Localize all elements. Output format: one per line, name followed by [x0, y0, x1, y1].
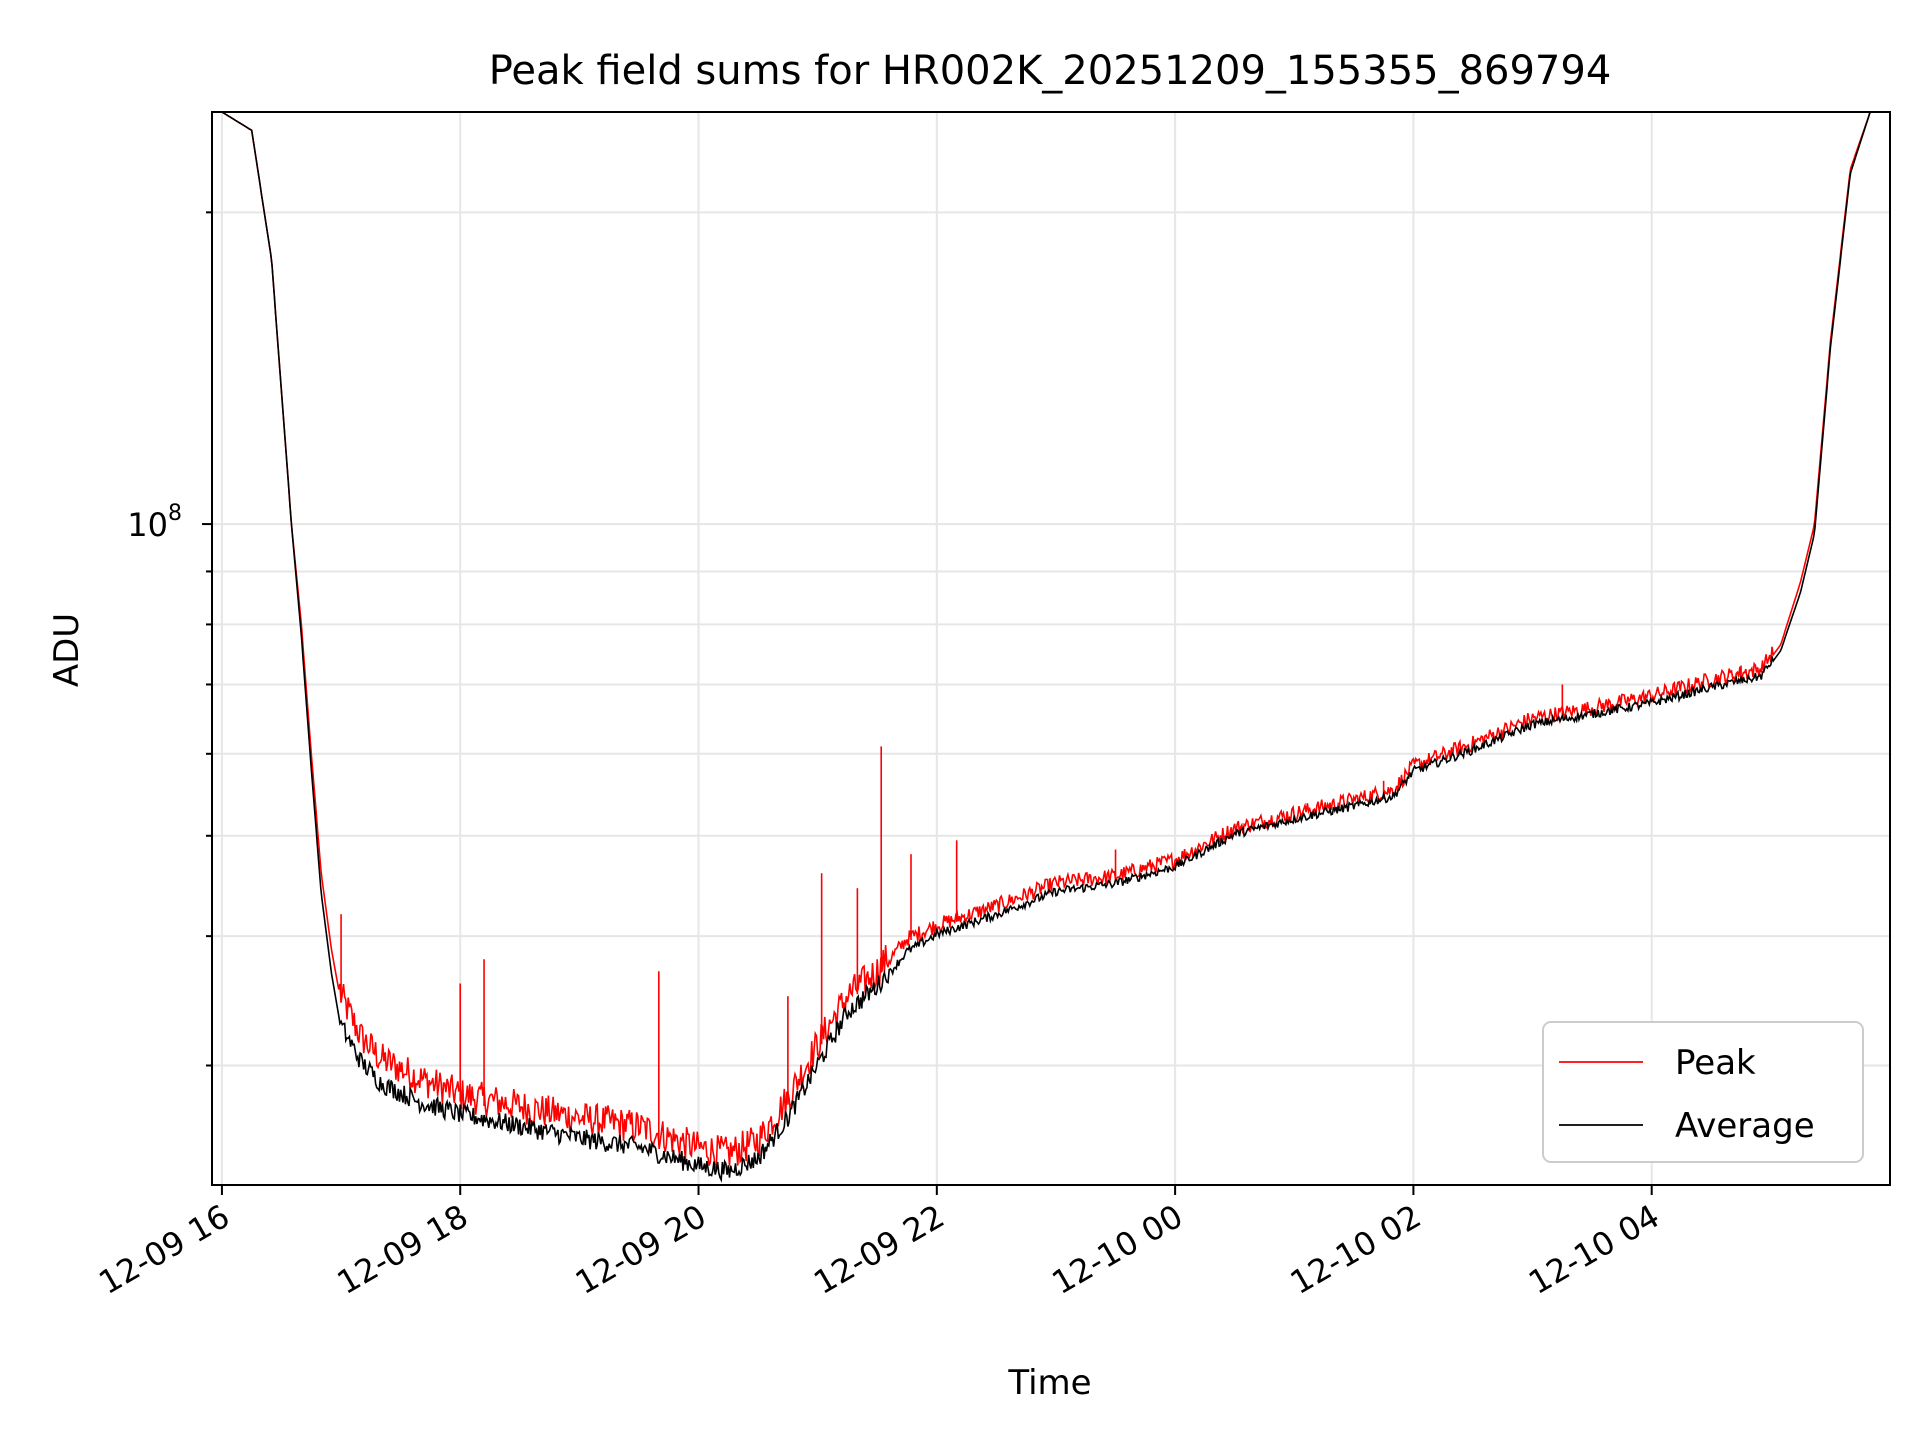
legend-label-peak: Peak — [1675, 1043, 1756, 1083]
plot-frame — [211, 111, 1891, 1186]
x-tick-label: 12-09 20 — [569, 1197, 713, 1302]
plot-series — [221, 111, 1890, 1183]
x-tick-label: 12-09 16 — [92, 1197, 236, 1302]
x-axis-label: Time — [1007, 1363, 1091, 1403]
legend-label-average: Average — [1675, 1106, 1815, 1146]
legend: Peak Average — [1542, 1021, 1864, 1163]
y-axis-label: ADU — [47, 613, 87, 687]
x-tick-label: 12-10 02 — [1284, 1197, 1428, 1302]
chart-title: Peak field sums for HR002K_20251209_1553… — [489, 48, 1612, 94]
legend-box — [1542, 1021, 1864, 1163]
y-tick-label-exponent: 8 — [168, 501, 182, 526]
series-line-peak — [221, 111, 1890, 1169]
y-axis-ticks: 10 8 — [127, 211, 212, 1067]
x-tick-label: 12-10 04 — [1522, 1197, 1666, 1302]
series-line-average — [221, 111, 1890, 1183]
grid — [212, 112, 1890, 1185]
y-tick-label: 10 — [127, 506, 168, 544]
x-tick-label: 12-09 18 — [331, 1197, 475, 1302]
x-axis-ticks: 12-09 16 12-09 18 12-09 20 12-09 22 12-10 00… — [92, 1185, 1666, 1302]
x-tick-label: 12-09 22 — [807, 1197, 951, 1302]
x-tick-label: 12-10 00 — [1046, 1197, 1190, 1302]
